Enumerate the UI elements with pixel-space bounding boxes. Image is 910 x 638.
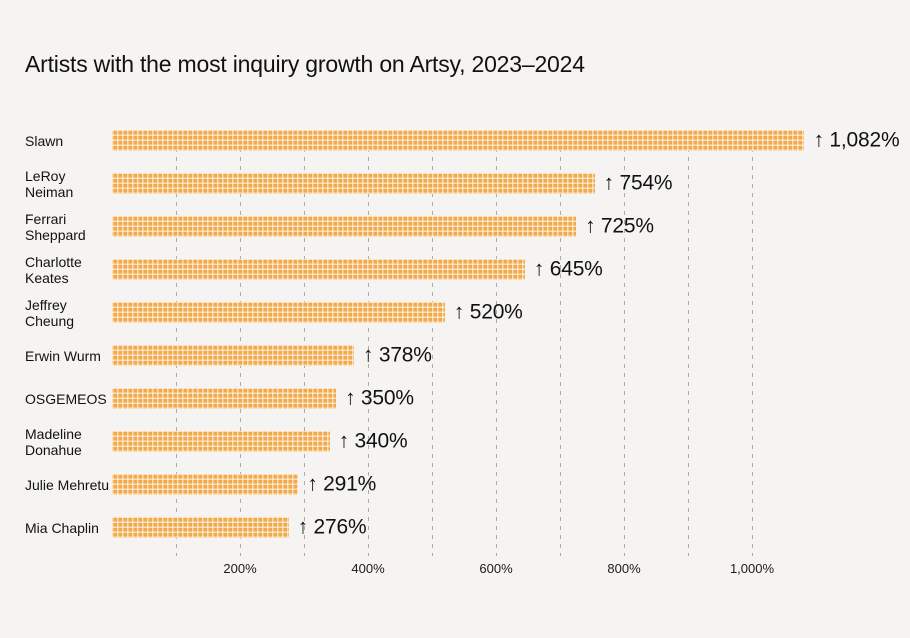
gridline-200	[240, 130, 241, 556]
value-label: ↑ 520%	[453, 300, 523, 324]
artist-label: OSGEMEOS	[25, 390, 107, 407]
bar	[112, 302, 445, 323]
artist-label: Julie Mehretu	[25, 476, 110, 493]
x-tick-label: 600%	[479, 561, 513, 576]
bar	[112, 216, 576, 237]
bar	[112, 517, 289, 538]
value-label: ↑ 350%	[345, 386, 414, 410]
bar	[112, 474, 299, 495]
value-label: ↑ 645%	[533, 257, 603, 281]
gridline-400	[368, 130, 369, 556]
artist-label: LeRoy Neiman	[25, 167, 74, 200]
bar	[112, 388, 336, 409]
x-tick-label: 200%	[223, 561, 257, 576]
artist-label: Charlotte Keates	[25, 253, 82, 286]
value-label: ↑ 340%	[338, 429, 408, 453]
gridline-900	[688, 130, 689, 556]
x-tick-label: 1,000%	[729, 561, 775, 576]
bar	[112, 173, 595, 194]
bar	[112, 130, 805, 151]
chart-title: Artists with the most inquiry growth on …	[25, 51, 585, 77]
value-label: ↑ 276%	[297, 515, 367, 539]
bar	[112, 431, 330, 452]
gridline-300	[304, 130, 305, 556]
artist-label: Jeffrey Cheung	[25, 296, 75, 329]
value-label: ↑ 1,082%	[813, 128, 900, 152]
value-label: ↑ 754%	[603, 171, 673, 195]
gridline-500	[432, 130, 433, 556]
bar	[112, 345, 354, 366]
artist-label: Mia Chaplin	[25, 519, 99, 536]
x-tick-label: 400%	[351, 561, 385, 576]
gridline-700	[560, 130, 561, 556]
artist-label: Slawn	[25, 132, 64, 149]
value-label: ↑ 725%	[585, 214, 654, 238]
artist-label: Ferrari Sheppard	[25, 210, 86, 243]
bar	[112, 259, 525, 280]
gridline-600	[496, 130, 497, 556]
artist-label: Madeline Donahue	[25, 425, 82, 458]
value-label: ↑ 378%	[362, 343, 432, 367]
gridline-1000	[752, 130, 753, 556]
artist-label: Erwin Wurm	[25, 347, 101, 364]
value-label: ↑ 291%	[307, 472, 377, 496]
x-tick-label: 800%	[607, 561, 641, 576]
gridline-100	[176, 130, 177, 556]
gridline-800	[624, 130, 625, 556]
